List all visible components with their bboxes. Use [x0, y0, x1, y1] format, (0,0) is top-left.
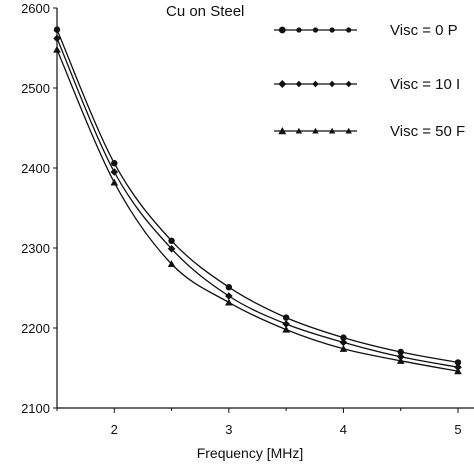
data-point	[53, 26, 61, 33]
data-point	[167, 260, 176, 268]
legend-label: Visc = 50 F	[390, 123, 465, 140]
legend-marker	[312, 80, 319, 88]
x-tick-label: 3	[225, 422, 232, 437]
legend-marker	[346, 27, 352, 33]
data-point	[225, 292, 233, 300]
axes	[56, 8, 474, 409]
data-point	[167, 245, 176, 253]
data-point	[53, 34, 61, 43]
y-tick-label: 2200	[21, 321, 50, 336]
legend-marker	[328, 80, 336, 88]
legend-label: Visc = 0 P	[390, 22, 458, 39]
data-point	[282, 325, 290, 333]
data-point	[110, 178, 119, 186]
data-point	[282, 314, 290, 321]
data-point	[396, 357, 405, 364]
data-point	[339, 345, 348, 352]
y-tick-label: 2300	[21, 241, 50, 256]
x-tick-label: 5	[454, 422, 461, 437]
data-point	[454, 359, 462, 366]
data-point	[339, 338, 348, 347]
y-tick-label: 2600	[21, 1, 50, 16]
data-point	[397, 348, 404, 356]
series-2	[53, 34, 462, 371]
legend-marker	[312, 127, 319, 134]
data-point	[454, 363, 462, 371]
legend-label: Visc = 10 I	[390, 76, 460, 93]
legend-marker	[278, 80, 287, 88]
data-point	[110, 168, 119, 176]
legend-marker	[312, 27, 319, 33]
data-point	[396, 353, 405, 361]
series-3	[53, 45, 462, 375]
y-tick-label: 2500	[21, 81, 50, 96]
legend: Visc = 0 P Visc = 10 I Visc = 50 F	[274, 22, 465, 140]
y-tick-label: 2100	[21, 401, 50, 416]
data-point	[168, 237, 175, 244]
series-1	[53, 26, 462, 366]
data-point	[225, 298, 233, 306]
data-point	[53, 45, 61, 53]
data-point	[340, 334, 347, 341]
series-line	[56, 49, 459, 372]
legend-marker	[295, 80, 303, 88]
legend-marker	[345, 127, 352, 134]
legend-marker	[278, 127, 287, 135]
ticks: 2100 2200 2300 2400 2500 2600 2 3 4 5	[21, 1, 462, 437]
data-point	[454, 367, 462, 375]
x-tick-label: 2	[111, 422, 118, 437]
data-point	[111, 160, 118, 167]
series	[53, 26, 462, 375]
legend-marker	[278, 26, 286, 34]
data-point	[282, 320, 290, 328]
legend-marker	[345, 80, 352, 88]
legend-item-1: Visc = 0 P	[274, 22, 458, 39]
data-point	[225, 284, 233, 291]
legend-marker	[295, 127, 303, 134]
legend-item-2: Visc = 10 I	[274, 76, 460, 93]
x-tick-label: 4	[340, 422, 347, 437]
x-axis-title: Frequency [MHz]	[197, 445, 304, 461]
series-line	[56, 29, 459, 364]
legend-marker	[328, 127, 336, 134]
series-line	[56, 38, 459, 368]
chart-title: Cu on Steel	[166, 3, 244, 20]
legend-item-3: Visc = 50 F	[274, 123, 465, 140]
legend-marker	[329, 27, 335, 33]
legend-marker	[296, 27, 302, 33]
y-tick-label: 2400	[21, 161, 50, 176]
